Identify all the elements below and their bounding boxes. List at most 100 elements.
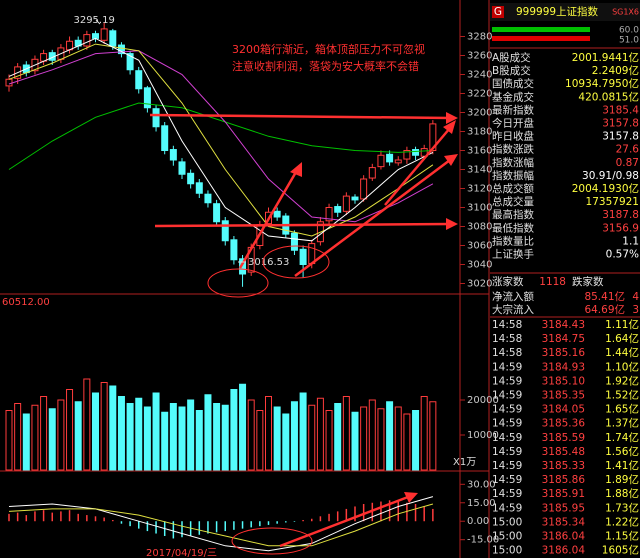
candle-body [360, 178, 368, 200]
stat-label: 总成交额 [492, 182, 534, 195]
tick-time: 14:58 [492, 347, 522, 359]
tick-volume: 1.52亿 [605, 389, 639, 402]
tick-time: 14:58 [492, 319, 522, 331]
candle-body [386, 153, 394, 163]
stat-value: 3185.4 [602, 104, 639, 116]
volume-bar [386, 401, 394, 471]
pointer [95, 19, 101, 25]
arrowhead [290, 162, 302, 177]
stat-value: 420.0815亿 [578, 90, 639, 103]
tick-price: 3186.04 [542, 531, 586, 543]
stat-label: 指数量比 [492, 234, 534, 247]
volume-bar [126, 403, 134, 471]
y-tick-label: 3140 [467, 165, 492, 176]
tick-price: 3185.86 [542, 474, 586, 486]
volume-bar [152, 392, 160, 471]
stat-value: 3157.8 [602, 118, 639, 130]
candle-body [117, 44, 125, 55]
candle-body [342, 195, 350, 212]
volume-bar [368, 399, 376, 471]
volume-bar [377, 408, 385, 471]
volume-bar [247, 399, 255, 471]
candle-body [325, 207, 333, 222]
stat-label: 指数涨跌 [492, 143, 534, 156]
arrowhead [443, 120, 456, 134]
stat-label: 今日开盘 [492, 117, 534, 130]
tick-price: 3185.91 [542, 488, 585, 500]
y-tick-label: 20000 [467, 395, 499, 406]
tick-time: 14:59 [492, 361, 522, 373]
volume-bar [178, 406, 186, 471]
tick-price: 3184.75 [542, 333, 585, 345]
tick-volume: 1.65亿 [605, 403, 639, 416]
tick-volume: 1.73亿 [605, 501, 639, 514]
arrowhead [444, 154, 458, 166]
y-tick-label: 3080 [467, 222, 492, 233]
stat-label: 最高指数 [492, 208, 534, 221]
tick-volume: 1.88亿 [605, 487, 639, 500]
y-tick-label: 15.00 [467, 498, 496, 509]
tick-price: 3184.93 [542, 361, 585, 373]
arrow [279, 495, 409, 548]
volume-bar [308, 404, 316, 471]
stat-value: 3157.8 [602, 131, 639, 143]
volume-bar [14, 403, 22, 471]
stat-value: 0.57% [606, 249, 639, 261]
volume-bar [83, 378, 91, 471]
stat-value: 2001.9441亿 [572, 51, 639, 64]
arrow [149, 113, 451, 120]
volume-bar [109, 385, 117, 471]
volume-bar [213, 403, 221, 471]
arrowhead [446, 218, 458, 230]
stat-label: 国债成交 [492, 77, 534, 90]
volume-bar [92, 392, 99, 471]
breadth-value: 1118 [539, 276, 566, 288]
volume-bar [265, 396, 272, 471]
tick-price: 3185.95 [542, 502, 585, 514]
volume-bar [57, 399, 65, 471]
quote-panel: G 999999 上证指数 SG1X6 60.051.0 A股成交 2001.9441亿 B股… [490, 3, 640, 557]
y-tick-label: 3260 [467, 51, 492, 62]
volume-bar [290, 401, 298, 471]
y-tick-label: 3060 [467, 241, 492, 252]
arrow [154, 222, 451, 228]
code: 999999 [516, 6, 556, 18]
tick-volume: 1.41亿 [605, 459, 639, 472]
candle-body [5, 78, 13, 87]
ellipse [207, 268, 269, 298]
tick-price: 3185.16 [542, 347, 586, 359]
annotation: 3200箱行渐近，箱体顶部压力不可忽视 [232, 42, 425, 56]
candle-body [83, 34, 91, 47]
annotations-layer [95, 19, 458, 555]
volume-bar [31, 404, 39, 471]
tick-volume: 1.89亿 [605, 473, 639, 486]
y-tick-label: 3100 [467, 203, 492, 214]
stat-label: 总成交量 [492, 195, 534, 208]
candle-body [412, 149, 420, 156]
y-tick-label: 30.00 [467, 479, 496, 490]
ma-line [8, 37, 434, 242]
tick-price: 3185.59 [542, 432, 585, 444]
volume-bar [360, 406, 368, 471]
volume-bar [282, 413, 290, 471]
arrow [384, 127, 451, 206]
tick-price: 3185.48 [542, 446, 585, 458]
volume-bar [256, 410, 264, 471]
candle-body [273, 210, 281, 218]
candle-body [143, 87, 151, 109]
stat-label: 昨日收盘 [492, 130, 534, 143]
tick-volume: 1.11亿 [605, 318, 639, 331]
volume-bar [299, 392, 307, 471]
tick-price: 3184.43 [542, 319, 585, 331]
candle-body [169, 149, 177, 161]
stat-value: 3156.9 [602, 222, 639, 234]
volume-bar [403, 413, 411, 471]
candle-body [377, 154, 385, 168]
volume-bar [273, 406, 281, 471]
unit-label: X1万 [453, 457, 476, 468]
tick-price: 3185.35 [542, 390, 585, 402]
candle-body [403, 150, 411, 160]
ellipse [231, 527, 313, 555]
candle-body [161, 125, 169, 152]
